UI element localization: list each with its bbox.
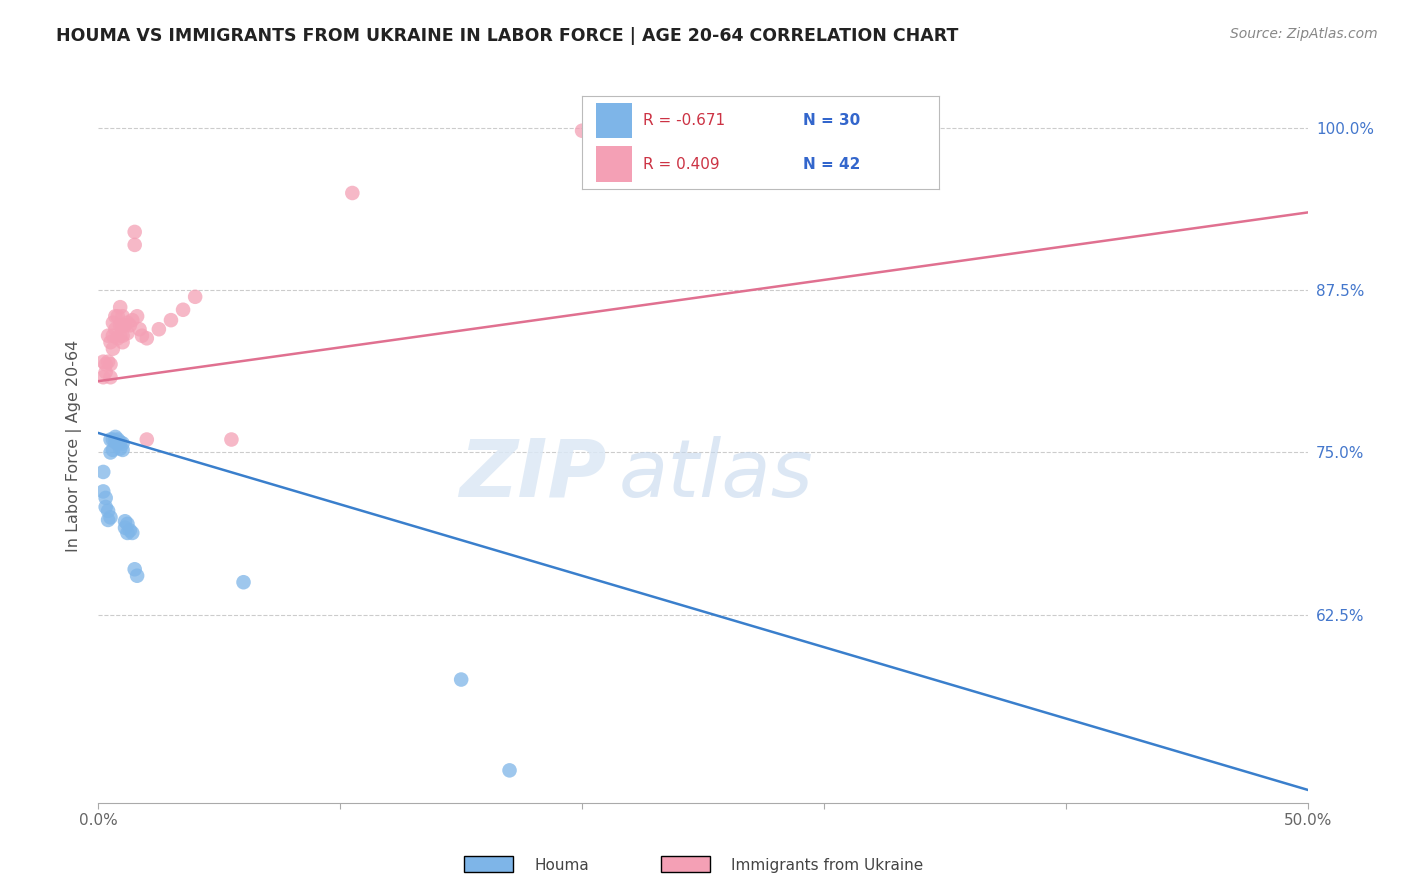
Point <box>104 430 127 444</box>
Text: Immigrants from Ukraine: Immigrants from Ukraine <box>731 858 924 872</box>
Point <box>91 465 114 479</box>
Point <box>97 328 120 343</box>
Point <box>124 238 146 252</box>
Point <box>101 316 124 330</box>
Text: HOUMA VS IMMIGRANTS FROM UKRAINE IN LABOR FORCE | AGE 20-64 CORRELATION CHART: HOUMA VS IMMIGRANTS FROM UKRAINE IN LABO… <box>56 27 959 45</box>
Point <box>94 500 117 514</box>
Point <box>117 316 139 330</box>
Point <box>117 525 139 540</box>
Point <box>131 328 153 343</box>
Point <box>100 445 122 459</box>
Point <box>111 436 134 450</box>
Point <box>100 357 122 371</box>
Point <box>127 568 149 582</box>
Point <box>94 491 117 505</box>
Point <box>91 484 114 499</box>
Point <box>172 302 194 317</box>
Point <box>100 433 122 447</box>
Point <box>111 310 134 324</box>
Point <box>232 575 254 590</box>
Point <box>101 442 124 457</box>
Point <box>108 442 131 456</box>
Point <box>107 331 129 345</box>
Point <box>135 331 157 345</box>
Point <box>94 357 117 371</box>
Point <box>135 433 157 447</box>
Point <box>128 322 150 336</box>
Point <box>450 673 472 687</box>
Point <box>91 370 114 384</box>
Y-axis label: In Labor Force | Age 20-64: In Labor Force | Age 20-64 <box>66 340 83 552</box>
Text: atlas: atlas <box>619 435 813 514</box>
Point <box>91 354 114 368</box>
Point <box>221 433 243 447</box>
Point <box>148 322 170 336</box>
Point <box>104 310 127 324</box>
Point <box>101 328 124 343</box>
Point <box>114 514 136 528</box>
Point <box>97 513 120 527</box>
Point <box>100 370 122 384</box>
Point <box>124 562 146 576</box>
Point <box>104 435 127 450</box>
Point <box>97 354 120 368</box>
Point <box>118 318 141 333</box>
Point <box>100 335 122 350</box>
Point <box>114 318 136 333</box>
Text: Houma: Houma <box>534 858 589 872</box>
Point <box>107 436 129 450</box>
Point <box>108 318 131 333</box>
Point <box>121 313 143 327</box>
Point <box>111 318 134 333</box>
Point <box>114 521 136 535</box>
Point <box>101 342 124 356</box>
Point <box>108 435 131 450</box>
Text: Source: ZipAtlas.com: Source: ZipAtlas.com <box>1230 27 1378 41</box>
Point <box>117 326 139 340</box>
Point <box>100 510 122 524</box>
Text: ZIP: ZIP <box>458 435 606 514</box>
Point <box>127 310 149 324</box>
Point <box>101 433 124 447</box>
Point <box>111 328 134 343</box>
Point <box>104 322 127 336</box>
Point <box>118 524 141 538</box>
Point <box>108 328 131 343</box>
Point <box>124 225 146 239</box>
Point <box>94 365 117 379</box>
Point <box>107 433 129 447</box>
Point <box>107 310 129 324</box>
Point <box>117 516 139 531</box>
Point <box>97 504 120 518</box>
Point <box>498 764 520 778</box>
Point <box>571 124 593 138</box>
Point <box>111 335 134 350</box>
Point <box>121 525 143 540</box>
Point <box>160 313 183 327</box>
Point <box>184 290 207 304</box>
Point <box>108 300 131 314</box>
Point <box>342 186 364 200</box>
Point <box>111 442 134 457</box>
